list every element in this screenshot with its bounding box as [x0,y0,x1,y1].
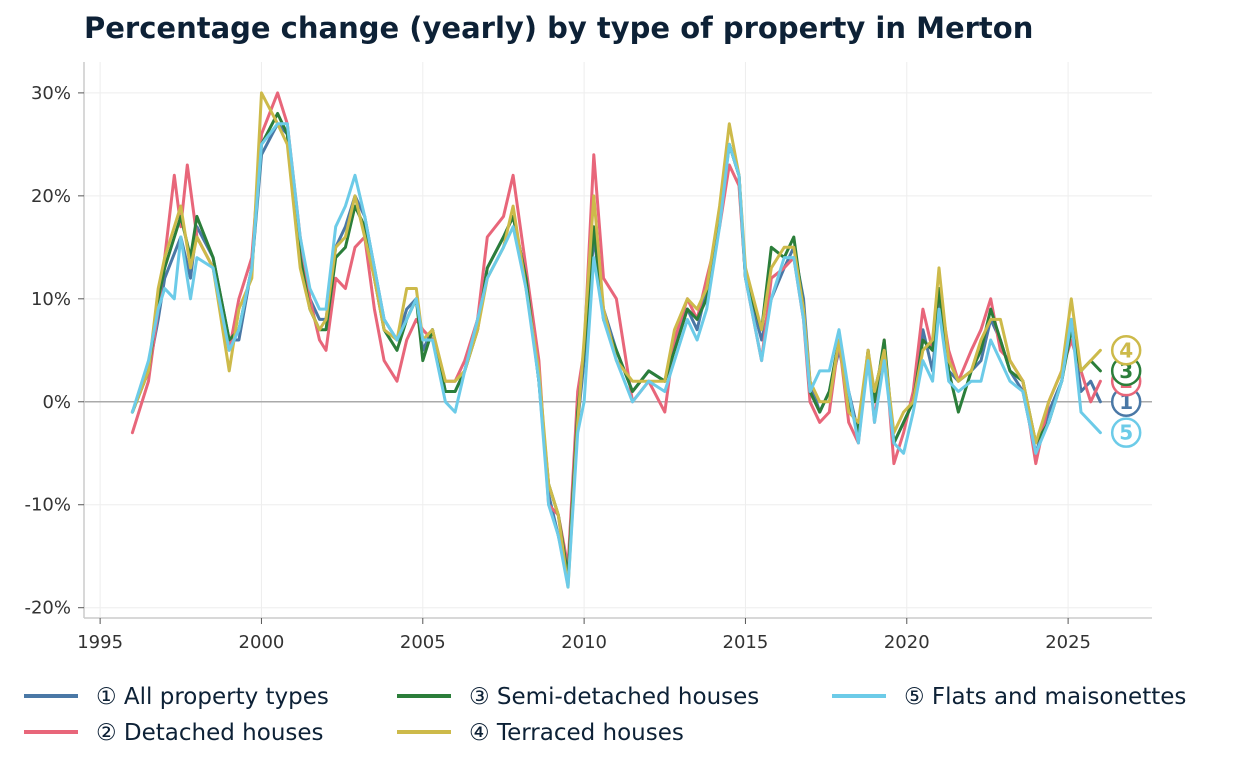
series-line-5 [130,122,1102,589]
legend-item-3: ③ Semi-detached houses [397,684,759,710]
legend-label: ② Detached houses [96,720,324,746]
x-tick-label: 2010 [561,632,607,653]
series-line-4 [130,91,1102,589]
series-line-2 [130,91,1102,568]
end-label-circle [1110,417,1142,448]
y-tick-label: 0% [42,392,71,413]
y-tick-label: -10% [24,495,71,516]
y-tick-label: 20% [31,186,71,207]
legend-label: ⑤ Flats and maisonettes [904,684,1186,710]
x-tick-label: 2015 [723,632,769,653]
x-tick-label: 2025 [1045,632,1091,653]
legend-item-2: ② Detached houses [24,720,324,746]
end-label-circle [1110,335,1142,366]
y-tick-label: 10% [31,289,71,310]
legend-item-4: ④ Terraced houses [397,720,684,746]
x-tick-label: 2005 [400,632,446,653]
legend-item-1: ① All property types [24,684,329,710]
y-tick-label: 30% [31,83,71,104]
y-axis-ticks: -20% -10% 0% 10% 20% 30% [24,83,84,619]
legend: ① All property types ② Detached houses ③ S… [24,684,1186,746]
legend-label: ③ Semi-detached houses [469,684,759,710]
legend-label: ① All property types [96,684,329,710]
y-tick-label: -20% [24,598,71,619]
end-labels: 12345 [1110,335,1142,448]
x-axis-ticks: 1995 2000 2005 2010 2015 2020 2025 [77,618,1091,653]
axes [83,62,1152,619]
chart-title: Percentage change (yearly) by type of pr… [84,11,1033,45]
end-label-number: 4 [1119,338,1133,362]
end-label-5: 5 [1110,417,1142,448]
series-line-3 [130,112,1102,579]
end-label-4: 4 [1110,335,1142,366]
end-label-number: 5 [1119,421,1133,445]
x-tick-label: 1995 [77,632,123,653]
series-lines [130,91,1102,589]
x-tick-label: 2000 [239,632,285,653]
x-tick-label: 2020 [884,632,930,653]
legend-label: ④ Terraced houses [469,720,684,746]
legend-item-5: ⑤ Flats and maisonettes [832,684,1186,710]
